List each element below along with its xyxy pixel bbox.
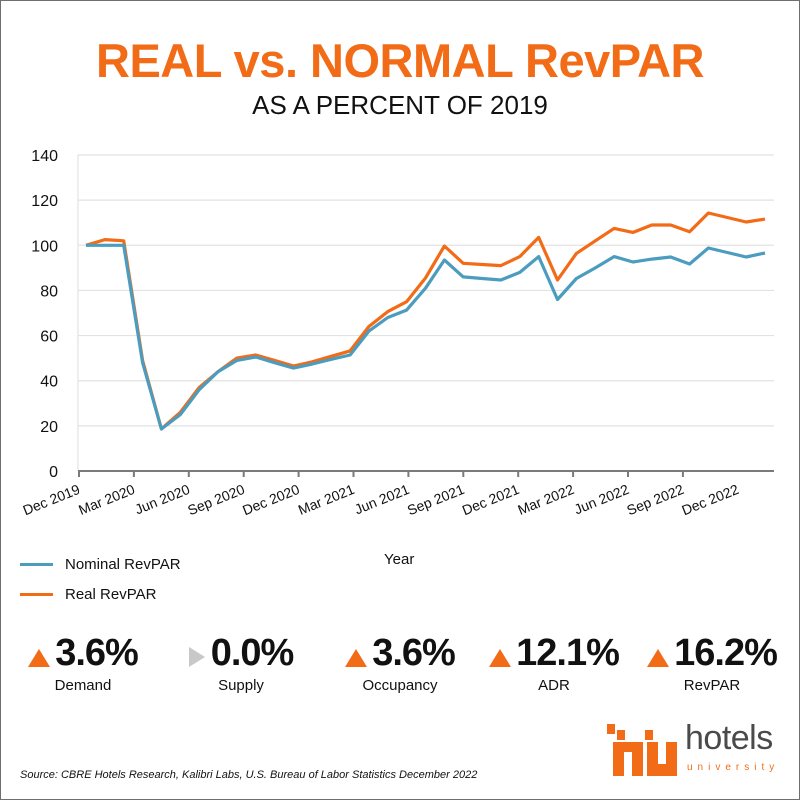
stat-occupancy: 3.6% Occupancy [325,632,475,694]
stat-label: Supply [218,677,264,694]
stat-revpar: 16.2% RevPAR [637,632,787,694]
y-tick-label: 40 [40,374,58,391]
stat-value: 0.0% [210,632,295,674]
x-tick-label: Jun 2021 [352,481,412,517]
gridlines [77,154,774,471]
stat-label: RevPAR [683,677,741,694]
x-tick-label: Mar 2020 [76,481,137,518]
stat-label: ADR [538,677,570,694]
x-tick-label: Dec 2022 [679,481,741,518]
up-arrow-icon [345,648,368,667]
real-swatch-icon [20,592,53,596]
x-tick-label: Dec 2019 [21,481,83,518]
x-tick-label: Mar 2022 [515,481,576,518]
up-arrow-icon [28,648,51,667]
x-tick-label: Jun 2020 [133,481,193,517]
up-arrow-icon [489,648,512,667]
flat-arrow-icon [188,646,205,667]
x-axis [78,470,774,477]
y-axis-tick-labels: 0 20 40 60 80 100 120 140 [31,148,58,481]
x-tick-label: Dec 2021 [460,481,522,518]
y-tick-label: 100 [31,238,58,255]
x-tick-label: Mar 2021 [296,481,357,518]
legend-item-real[interactable]: Real RevPAR [20,579,181,609]
x-tick-label: Sep 2020 [185,481,247,518]
stat-label: Occupancy [362,677,438,694]
nominal-swatch-icon [20,562,53,566]
y-tick-label: 0 [49,464,58,481]
stat-value: 12.1% [516,632,620,674]
hotels-university-logo: hotels university [605,719,785,782]
legend-label: Real RevPAR [65,585,157,603]
legend-label: Nominal RevPAR [65,555,181,573]
x-tick-label: Dec 2020 [240,481,302,518]
legend-item-nominal[interactable]: Nominal RevPAR [20,549,181,579]
y-tick-label: 20 [40,419,58,436]
stat-demand: 3.6% Demand [8,632,158,694]
x-axis-title: Year [384,551,415,568]
y-tick-label: 140 [31,148,58,165]
chart-title: REAL vs. NORMAL RevPAR [96,34,704,87]
stat-value: 16.2% [674,632,778,674]
x-tick-label: Jun 2022 [572,481,632,517]
y-tick-label: 120 [31,193,58,210]
y-tick-label: 80 [40,283,58,300]
hu-logo-icon [607,724,677,776]
x-tick-label: Sep 2021 [405,481,467,518]
stat-label: Demand [54,677,112,694]
x-tick-label: Sep 2022 [624,481,686,518]
legend: Nominal RevPAR Real RevPAR [20,549,181,609]
y-tick-label: 60 [40,329,58,346]
chart-subtitle: AS A PERCENT OF 2019 [252,90,548,120]
series-lines [85,211,766,431]
logo-subtext: university [687,762,780,773]
source-note: Source: CBRE Hotels Research, Kalibri La… [20,769,478,781]
stat-supply: 0.0% Supply [166,632,316,694]
stat-value: 3.6% [372,632,456,674]
stat-value: 3.6% [55,632,139,674]
nominal-revpar-line [86,243,766,431]
up-arrow-icon [647,648,670,667]
logo-text: hotels [685,719,773,757]
stat-adr: 12.1% ADR [479,632,629,694]
